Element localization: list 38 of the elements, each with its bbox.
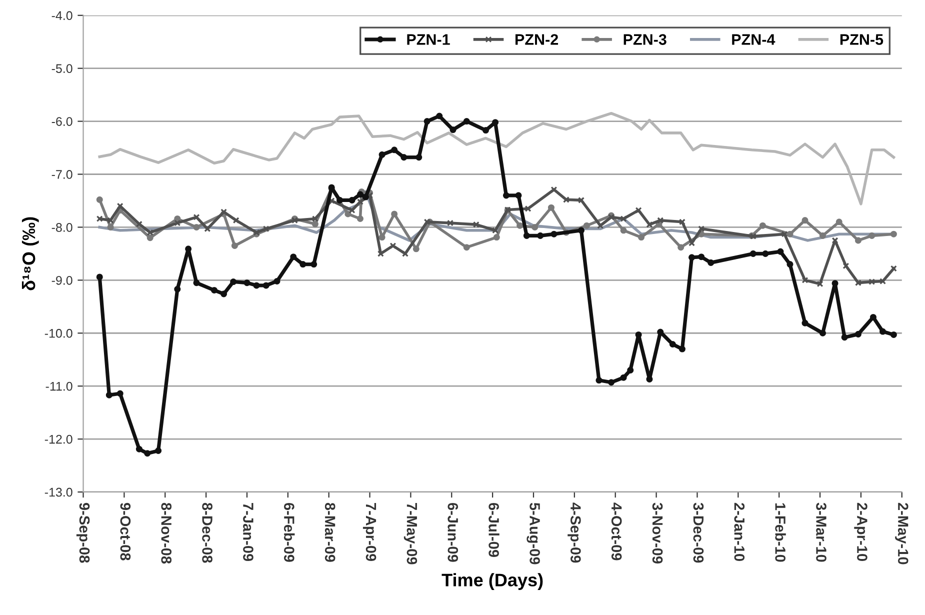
x-tick-label: 2-May-10 [895,502,908,564]
y-tick-label: -5.0 [52,64,72,73]
y-axis-title: δ¹⁸O (‰) [22,217,39,290]
x-tick-label: 9-Sep-08 [76,502,90,563]
y-tick-label: -7.0 [52,170,72,179]
x-tick-label: 1-Feb-10 [775,503,786,562]
x-tick-label: 7-Jan-09 [243,503,254,562]
x-tick-label: 7-May-09 [404,503,418,564]
x-tick-label: 4-Oct-09 [611,502,622,560]
x-tick-label: 2-Apr-10 [854,502,868,561]
x-tick-label: 8-Mar-09 [324,502,336,562]
y-tick-label: -4.0 [52,11,72,20]
x-tick-label: 3-Nov-09 [652,502,663,564]
x-tick-label: 8-Nov-08 [161,502,172,564]
y-tick-label: -8.0 [52,223,72,232]
y-tick-label: -12.0 [44,434,72,444]
x-tick-label: 3-Dec-09 [693,502,704,563]
x-tick-label: 5-Aug-09 [526,502,540,564]
y-tick-label: -11.0 [46,382,72,391]
x-tick-label: 8-Dec-08 [202,502,212,563]
x-tick-label: 6-Feb-09 [284,502,295,562]
legend-label: PZN-4 [732,34,776,45]
x-tick-label: 7-Apr-09 [362,503,376,562]
legend-label: PZN-3 [624,34,666,45]
y-tick-label: -6.0 [52,117,72,126]
x-tick-label: 6-Jun-09 [448,502,458,562]
x-tick-label: 6-Jul-09 [488,502,500,557]
y-tick-label: -10.0 [44,328,72,338]
y-tick-label: -9.0 [52,276,72,285]
legend-label: PZN-1 [407,34,450,45]
legend-label: PZN-5 [840,34,884,45]
x-tick-label: 4-Sep-09 [568,502,581,563]
x-axis-title: Time (Days) [442,573,543,590]
x-tick-label: 2-Jan-10 [734,502,745,561]
x-tick-label: 9-Oct-08 [120,502,131,560]
x-tick-label: 3-Mar-10 [816,502,826,562]
legend-label: PZN-2 [516,34,558,45]
y-tick-label: -13.0 [44,488,72,497]
